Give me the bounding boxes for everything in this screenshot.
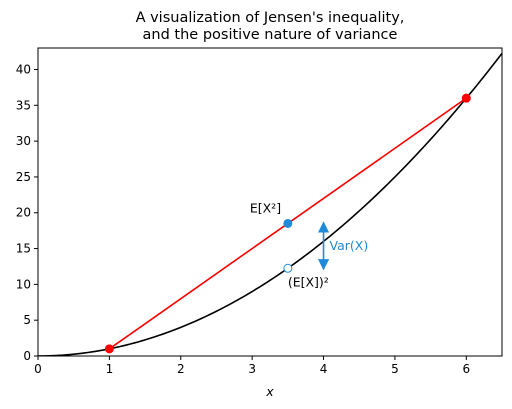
- x-tick-label: 2: [177, 362, 185, 376]
- point-3: [283, 263, 293, 273]
- y-tick-label: 30: [16, 134, 31, 148]
- y-tick-label: 20: [16, 206, 31, 220]
- y-tick-label: 10: [16, 277, 31, 291]
- x-tick-label: 0: [34, 362, 42, 376]
- axis-ticks: 0 1 2 3 4 5 6 0 5 10 15 20 25 30 35 40: [16, 62, 470, 376]
- point-0: [104, 344, 114, 354]
- label-e-x-squared: E[X²]: [250, 200, 281, 215]
- plot-frame: [37, 47, 503, 357]
- y-tick-label: 0: [23, 349, 31, 363]
- label-e-x-all-squared: (E[X])²: [288, 274, 329, 289]
- y-tick-label: 35: [16, 98, 31, 112]
- point-2: [283, 218, 293, 228]
- y-tick-label: 15: [16, 242, 31, 256]
- y-tick-label: 40: [16, 62, 31, 76]
- x-tick-label: 3: [248, 362, 256, 376]
- y-tick-label: 25: [16, 170, 31, 184]
- annotations: E[X²] (E[X])² Var(X): [104, 93, 471, 354]
- x-tick-label: 5: [391, 362, 399, 376]
- chart-title: A visualization of Jensen's inequality,: [136, 10, 405, 26]
- chart-subtitle: and the positive nature of variance: [143, 27, 398, 43]
- x-tick-label: 6: [462, 362, 470, 376]
- x-tick-label: 4: [320, 362, 328, 376]
- x-axis-label: x: [265, 384, 274, 399]
- point-1: [461, 93, 471, 103]
- variance-label: Var(X): [330, 238, 369, 253]
- x-tick-label: 1: [106, 362, 114, 376]
- y-tick-label: 5: [23, 313, 31, 327]
- curve-line: [38, 52, 502, 356]
